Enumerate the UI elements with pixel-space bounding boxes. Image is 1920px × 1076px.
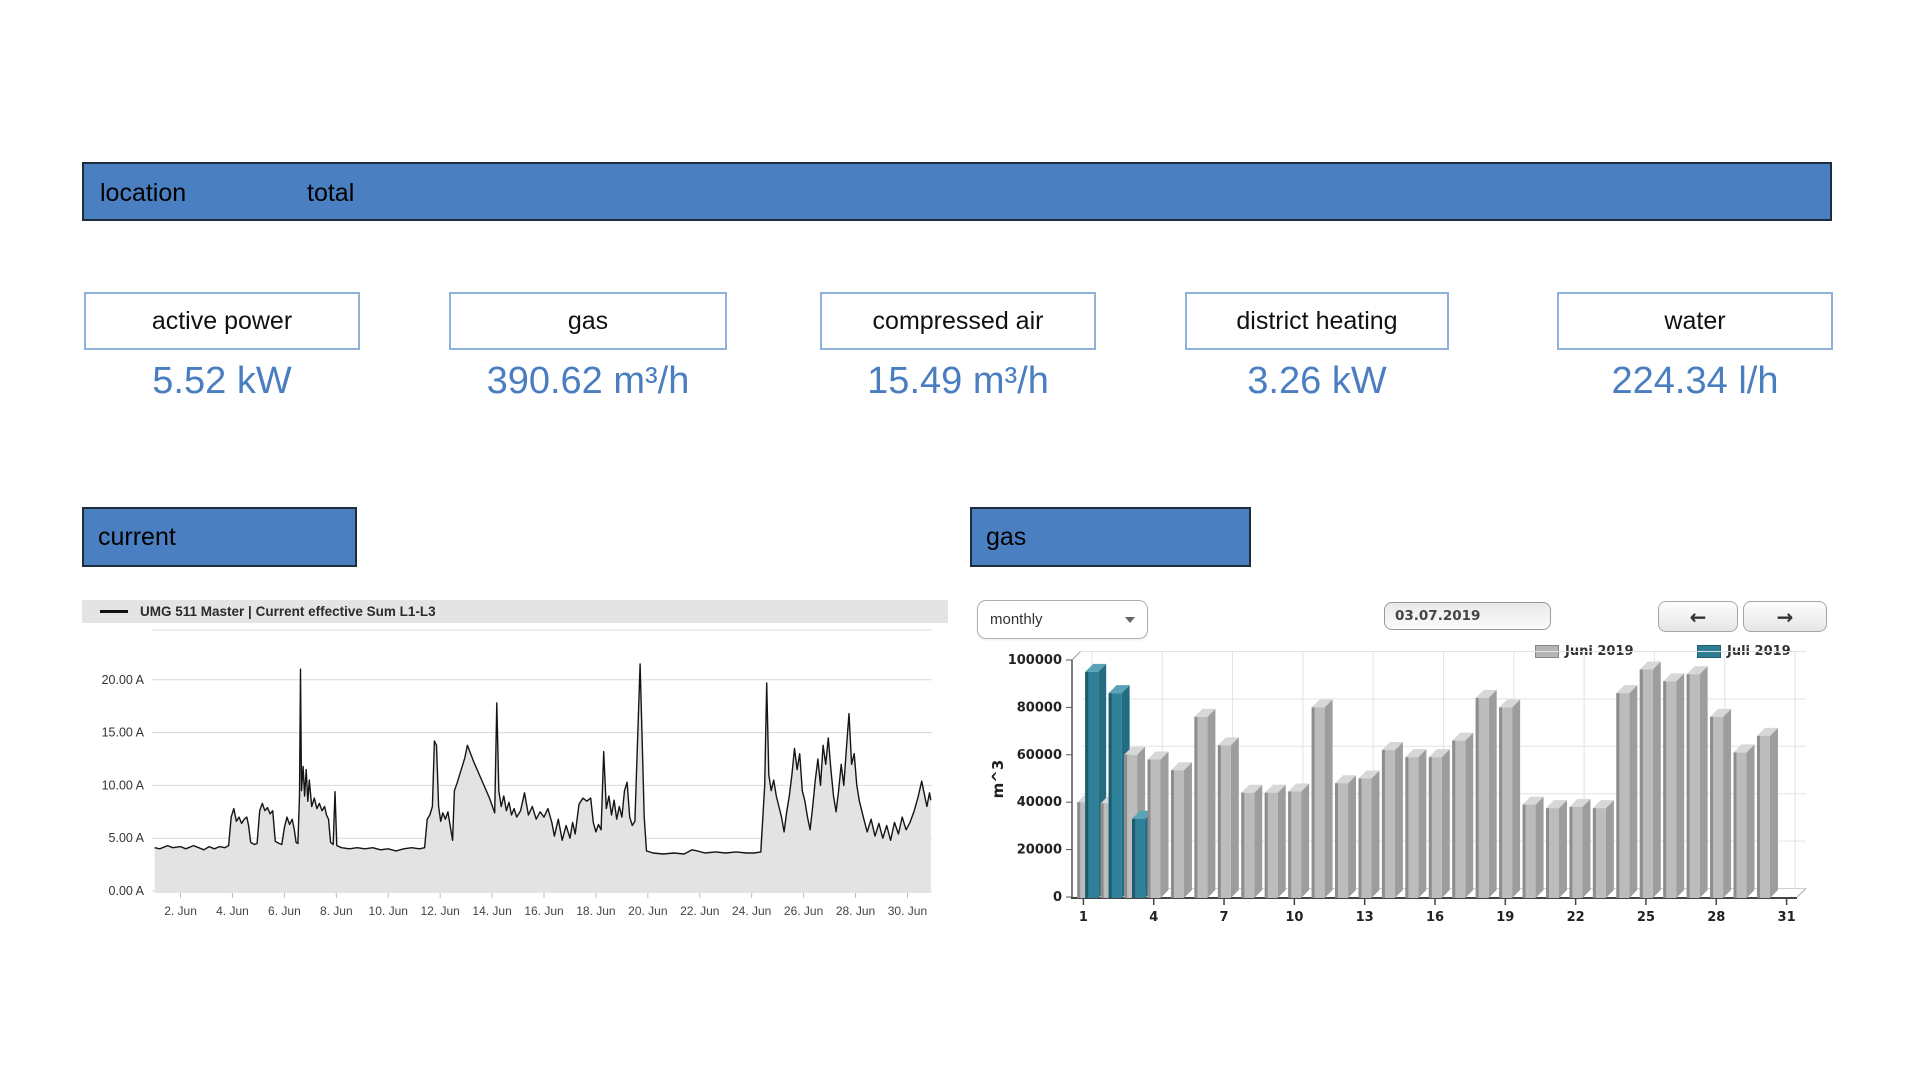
svg-text:4. Jun: 4. Jun — [216, 904, 249, 918]
value-district-heating: 3.26 kW — [1247, 360, 1387, 402]
svg-text:13: 13 — [1356, 910, 1374, 925]
svg-text:10.00 A: 10.00 A — [102, 778, 145, 792]
total-label: total — [307, 179, 355, 207]
svg-text:7: 7 — [1220, 910, 1229, 925]
next-period-button[interactable]: → — [1743, 601, 1827, 632]
gas-section-title: gas — [986, 523, 1027, 551]
card-gas-label: gas — [567, 306, 609, 335]
svg-text:m^3: m^3 — [989, 760, 1007, 799]
svg-text:60000: 60000 — [1017, 748, 1062, 763]
svg-text:10: 10 — [1285, 910, 1303, 925]
svg-text:100000: 100000 — [1008, 653, 1062, 668]
gas-section-header: gas — [970, 507, 1251, 567]
card-district-heating: district heating — [1185, 292, 1449, 350]
svg-text:20.00 A: 20.00 A — [102, 673, 145, 687]
card-compressed-air-label: compressed air — [872, 306, 1044, 335]
svg-text:16: 16 — [1426, 910, 1444, 925]
svg-text:16. Jun: 16. Jun — [524, 904, 563, 918]
prev-period-button[interactable]: ← — [1658, 601, 1738, 632]
svg-text:4: 4 — [1149, 910, 1158, 925]
current-section-header: current — [82, 507, 357, 567]
svg-text:22. Jun: 22. Jun — [680, 904, 719, 918]
card-active-power-label: active power — [151, 306, 293, 335]
arrow-right-icon: → — [1776, 604, 1794, 629]
svg-text:10. Jun: 10. Jun — [369, 904, 408, 918]
card-district-heating-label: district heating — [1236, 306, 1398, 335]
svg-text:20. Jun: 20. Jun — [628, 904, 667, 918]
arrow-left-icon: ← — [1689, 604, 1707, 629]
svg-text:8. Jun: 8. Jun — [320, 904, 353, 918]
svg-text:0.00 A: 0.00 A — [109, 884, 145, 898]
svg-text:25: 25 — [1637, 910, 1655, 925]
location-label: location — [100, 179, 187, 207]
svg-text:24. Jun: 24. Jun — [732, 904, 771, 918]
current-chart-legend[interactable]: UMG 511 Master | Current effective Sum L… — [82, 600, 948, 623]
interval-select-value: monthly — [990, 611, 1043, 628]
card-water: water — [1557, 292, 1833, 350]
svg-text:19: 19 — [1496, 910, 1514, 925]
interval-select[interactable]: monthly — [977, 600, 1148, 639]
svg-text:80000: 80000 — [1017, 700, 1062, 715]
svg-text:6. Jun: 6. Jun — [268, 904, 301, 918]
chevron-down-icon — [1125, 616, 1135, 623]
svg-text:31: 31 — [1778, 910, 1796, 925]
svg-text:20000: 20000 — [1017, 843, 1062, 858]
svg-text:40000: 40000 — [1017, 795, 1062, 810]
value-gas: 390.62 m³/h — [486, 360, 690, 402]
svg-text:28. Jun: 28. Jun — [836, 904, 875, 918]
current-section-title: current — [98, 523, 176, 551]
card-water-label: water — [1664, 306, 1726, 335]
svg-text:22: 22 — [1567, 910, 1585, 925]
location-header-bar: location total — [82, 162, 1832, 221]
series-line-swatch-icon — [100, 610, 128, 613]
svg-text:14. Jun: 14. Jun — [472, 904, 511, 918]
card-compressed-air: compressed air — [820, 292, 1096, 350]
svg-text:0: 0 — [1053, 890, 1062, 905]
svg-text:12. Jun: 12. Jun — [420, 904, 459, 918]
svg-text:28: 28 — [1707, 910, 1725, 925]
svg-text:15.00 A: 15.00 A — [102, 726, 145, 740]
svg-text:18. Jun: 18. Jun — [576, 904, 615, 918]
date-input[interactable] — [1384, 602, 1551, 630]
value-active-power: 5.52 kW — [152, 360, 292, 402]
current-legend-label: UMG 511 Master | Current effective Sum L… — [140, 604, 436, 619]
card-active-power: active power — [84, 292, 360, 350]
svg-text:30. Jun: 30. Jun — [888, 904, 927, 918]
value-compressed-air: 15.49 m³/h — [867, 360, 1049, 402]
card-gas: gas — [449, 292, 727, 350]
svg-text:26. Jun: 26. Jun — [784, 904, 823, 918]
svg-text:1: 1 — [1079, 910, 1088, 925]
svg-text:5.00 A: 5.00 A — [109, 831, 145, 845]
svg-text:2. Jun: 2. Jun — [164, 904, 197, 918]
value-water: 224.34 l/h — [1611, 360, 1779, 402]
